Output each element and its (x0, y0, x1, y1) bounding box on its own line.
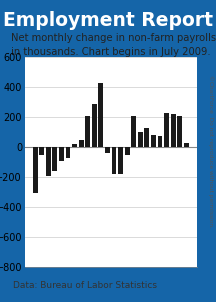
Bar (39, 147, 44, 156)
Bar (79, 140, 84, 147)
Bar (164, 113, 169, 147)
Bar (131, 116, 136, 147)
Bar (52, 147, 57, 171)
Bar (85, 116, 90, 147)
Bar (33, 147, 38, 193)
Text: Data: Bureau of Labor Statistics: Data: Bureau of Labor Statistics (13, 281, 157, 290)
Bar (138, 132, 143, 147)
Bar (105, 147, 110, 153)
Bar (151, 135, 156, 147)
Bar (171, 114, 176, 147)
Bar (111, 147, 116, 174)
Text: Employment Report: Employment Report (3, 11, 213, 30)
Bar (125, 147, 130, 155)
Bar (144, 128, 149, 147)
Text: ©ChartForce  Do not reproduce without permission.: ©ChartForce Do not reproduce without per… (208, 75, 213, 227)
Bar (157, 136, 162, 147)
Bar (92, 104, 97, 147)
Bar (59, 147, 64, 161)
Bar (98, 83, 103, 147)
Text: Net monthly change in non-farm payrolls,
in thousands. Chart begins in July 2009: Net monthly change in non-farm payrolls,… (11, 33, 216, 57)
Bar (184, 143, 189, 147)
Bar (177, 116, 182, 147)
Bar (46, 147, 51, 176)
Bar (118, 147, 123, 174)
Bar (72, 144, 77, 147)
Bar (65, 147, 70, 158)
